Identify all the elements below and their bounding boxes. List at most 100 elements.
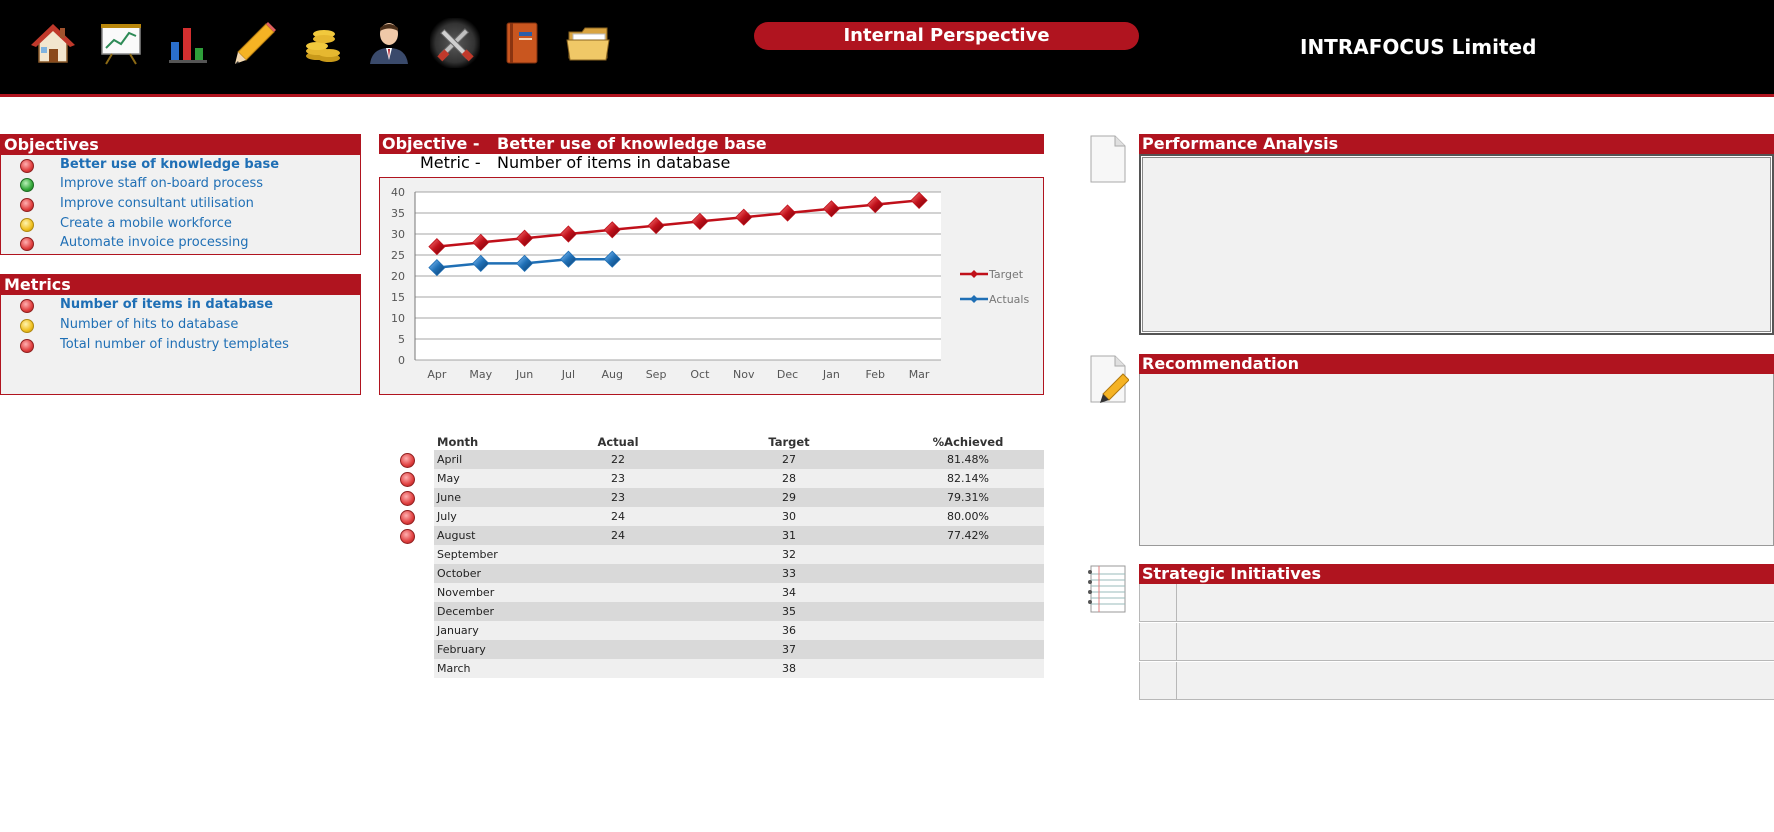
x-tick-label: Aug	[602, 368, 623, 381]
data-point	[603, 221, 621, 239]
strategic-initiatives-title: Strategic Initiatives	[1139, 564, 1774, 584]
initiative-row[interactable]	[1139, 662, 1774, 700]
cell-achieved	[892, 545, 1044, 564]
metric-item[interactable]: Number of items in database	[1, 295, 360, 315]
metric-value: Number of items in database	[497, 153, 731, 172]
objective-item[interactable]: Create a mobile workforce	[1, 214, 360, 233]
objective-value: Better use of knowledge base	[497, 134, 767, 153]
cell-month: March	[434, 659, 550, 678]
y-tick-label: 5	[398, 333, 405, 346]
line-chart: 0 5 10 15 20 25 30 35 40 Apr May Jun Jul Aug Sep Oct Nov…	[391, 186, 1029, 381]
status-indicator-red	[400, 453, 415, 468]
objectives-list: Better use of knowledge base Improve sta…	[1, 155, 360, 252]
status-indicator-red	[400, 491, 415, 506]
objective-label: Automate invoice processing	[60, 235, 249, 250]
cell-month: June	[434, 488, 550, 507]
cell-month: August	[434, 526, 550, 545]
table-row: January 36	[434, 621, 1044, 640]
metric-item[interactable]: Number of hits to database	[1, 315, 360, 335]
cell-month: January	[434, 621, 550, 640]
person-icon[interactable]	[364, 18, 414, 68]
home-icon[interactable]	[28, 18, 78, 68]
coins-icon[interactable]	[297, 18, 347, 68]
cell-month: July	[434, 507, 550, 526]
metric-chart: 0 5 10 15 20 25 30 35 40 Apr May Jun Jul Aug Sep Oct Nov…	[379, 177, 1044, 395]
y-tick-label: 30	[391, 228, 405, 241]
cell-achieved	[892, 602, 1044, 621]
table-row: September 32	[434, 545, 1044, 564]
status-indicator-red	[20, 339, 34, 353]
top-toolbar: Internal Perspective INTRAFOCUS Limited	[0, 0, 1774, 97]
cell-target: 33	[686, 564, 892, 583]
data-point	[691, 212, 709, 230]
cell-actual: 22	[550, 450, 686, 469]
cell-achieved: 81.48%	[892, 450, 1044, 469]
data-point	[559, 250, 577, 268]
table-row: October 33	[434, 564, 1044, 583]
cell-actual: 23	[550, 488, 686, 507]
data-point	[472, 254, 490, 272]
cell-target: 28	[686, 469, 892, 488]
y-tick-label: 25	[391, 249, 405, 262]
objective-item[interactable]: Improve consultant utilisation	[1, 194, 360, 214]
objective-item[interactable]: Automate invoice processing	[1, 233, 360, 252]
folder-icon[interactable]	[564, 18, 614, 68]
status-indicator-red	[20, 299, 34, 313]
x-tick-label: Jun	[515, 368, 533, 381]
objective-item[interactable]: Better use of knowledge base	[1, 155, 360, 174]
presentation-chart-icon[interactable]	[96, 18, 146, 68]
cell-actual	[550, 640, 686, 659]
objective-label: Improve staff on-board process	[60, 176, 264, 191]
initiative-row[interactable]	[1139, 584, 1774, 622]
bar-chart-icon[interactable]	[163, 18, 213, 68]
document-icon	[1087, 134, 1129, 184]
cell-actual: 24	[550, 507, 686, 526]
data-point	[428, 238, 446, 256]
cell-actual: 23	[550, 469, 686, 488]
cell-target: 29	[686, 488, 892, 507]
x-tick-label: Dec	[777, 368, 798, 381]
data-point	[647, 217, 665, 235]
pencil-icon[interactable]	[230, 18, 280, 68]
recommendation-title: Recommendation	[1139, 354, 1774, 374]
data-point	[603, 250, 621, 268]
data-point	[910, 191, 928, 209]
table-row: March 38	[434, 659, 1044, 678]
cell-target: 38	[686, 659, 892, 678]
cell-month: November	[434, 583, 550, 602]
cell-achieved: 79.31%	[892, 488, 1044, 507]
book-icon[interactable]	[497, 18, 547, 68]
col-month-header: Month	[437, 435, 479, 449]
cell-actual	[550, 621, 686, 640]
data-point	[822, 200, 840, 218]
tools-icon[interactable]	[430, 18, 480, 68]
status-indicator-red	[20, 237, 34, 251]
performance-analysis-textbox[interactable]	[1139, 154, 1774, 335]
status-indicator-red	[400, 472, 415, 487]
status-indicator-yellow	[20, 218, 34, 232]
objective-item[interactable]: Improve staff on-board process	[1, 174, 360, 194]
cell-achieved	[892, 640, 1044, 659]
data-point	[779, 204, 797, 222]
data-point	[516, 229, 534, 247]
metric-item[interactable]: Total number of industry templates	[1, 335, 360, 355]
col-actual-header: Actual	[597, 435, 639, 449]
y-tick-label: 20	[391, 270, 405, 283]
cell-target: 37	[686, 640, 892, 659]
x-tick-label: Sep	[646, 368, 667, 381]
x-tick-label: Jan	[822, 368, 840, 381]
metric-label: Total number of industry templates	[60, 337, 289, 352]
data-point	[472, 233, 490, 251]
cell-month: February	[434, 640, 550, 659]
cell-actual	[550, 602, 686, 621]
y-tick-label: 35	[391, 207, 405, 220]
cell-month: May	[434, 469, 550, 488]
cell-target: 34	[686, 583, 892, 602]
initiative-row[interactable]	[1139, 623, 1774, 661]
company-name: INTRAFOCUS Limited	[1300, 35, 1537, 59]
data-point	[735, 208, 753, 226]
data-point	[428, 259, 446, 277]
recommendation-textbox[interactable]	[1139, 374, 1774, 546]
metric-label: Number of items in database	[60, 297, 274, 312]
divider	[0, 94, 1774, 97]
